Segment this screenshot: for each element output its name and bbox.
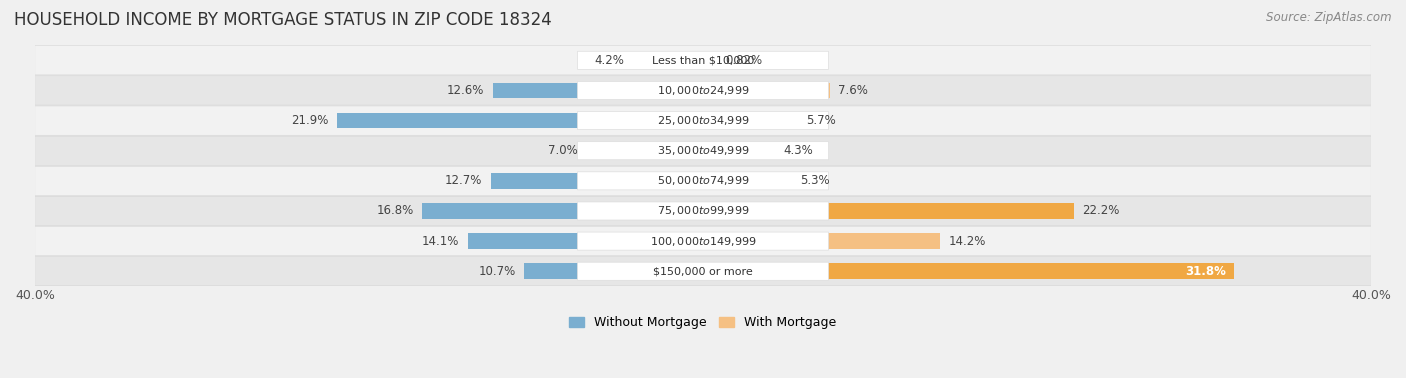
Bar [524,263,703,279]
Text: 7.6%: 7.6% [838,84,868,97]
FancyBboxPatch shape [35,257,1371,286]
Text: 12.6%: 12.6% [447,84,484,97]
Text: $35,000 to $49,999: $35,000 to $49,999 [657,144,749,157]
Bar [337,113,703,129]
Bar [422,203,703,219]
Text: $150,000 or more: $150,000 or more [654,266,752,276]
Text: 22.2%: 22.2% [1083,204,1119,217]
FancyBboxPatch shape [578,51,828,69]
Text: 7.0%: 7.0% [548,144,578,157]
Text: 16.8%: 16.8% [377,204,413,217]
Legend: Without Mortgage, With Mortgage: Without Mortgage, With Mortgage [565,313,841,333]
Bar [492,83,703,98]
Text: Less than $10,000: Less than $10,000 [652,55,754,65]
Text: 12.7%: 12.7% [446,174,482,187]
Text: $25,000 to $34,999: $25,000 to $34,999 [657,114,749,127]
Bar [703,143,775,158]
Bar [491,173,703,189]
Bar [703,53,717,68]
Text: $50,000 to $74,999: $50,000 to $74,999 [657,174,749,187]
FancyBboxPatch shape [578,112,828,130]
Bar [703,233,941,249]
FancyBboxPatch shape [35,196,1371,226]
Bar [703,173,792,189]
FancyBboxPatch shape [578,262,828,280]
Text: $75,000 to $99,999: $75,000 to $99,999 [657,204,749,217]
FancyBboxPatch shape [578,202,828,220]
Text: 4.2%: 4.2% [595,54,624,67]
Bar [633,53,703,68]
Text: 4.3%: 4.3% [783,144,813,157]
Text: 14.2%: 14.2% [949,235,986,248]
Bar [703,263,1234,279]
Text: 10.7%: 10.7% [478,265,516,278]
FancyBboxPatch shape [578,232,828,250]
Text: $10,000 to $24,999: $10,000 to $24,999 [657,84,749,97]
Bar [703,203,1074,219]
FancyBboxPatch shape [578,81,828,99]
Bar [586,143,703,158]
Text: Source: ZipAtlas.com: Source: ZipAtlas.com [1267,11,1392,24]
FancyBboxPatch shape [35,106,1371,135]
FancyBboxPatch shape [35,226,1371,256]
FancyBboxPatch shape [35,136,1371,165]
FancyBboxPatch shape [35,76,1371,105]
FancyBboxPatch shape [35,166,1371,195]
FancyBboxPatch shape [35,46,1371,75]
Bar [703,83,830,98]
Text: 21.9%: 21.9% [291,114,329,127]
Text: 0.82%: 0.82% [725,54,762,67]
FancyBboxPatch shape [578,172,828,190]
Text: 5.3%: 5.3% [800,174,830,187]
Bar [703,113,799,129]
Text: $100,000 to $149,999: $100,000 to $149,999 [650,235,756,248]
Text: HOUSEHOLD INCOME BY MORTGAGE STATUS IN ZIP CODE 18324: HOUSEHOLD INCOME BY MORTGAGE STATUS IN Z… [14,11,551,29]
Bar [468,233,703,249]
Text: 31.8%: 31.8% [1185,265,1226,278]
Text: 14.1%: 14.1% [422,235,460,248]
FancyBboxPatch shape [578,142,828,160]
Text: 5.7%: 5.7% [807,114,837,127]
